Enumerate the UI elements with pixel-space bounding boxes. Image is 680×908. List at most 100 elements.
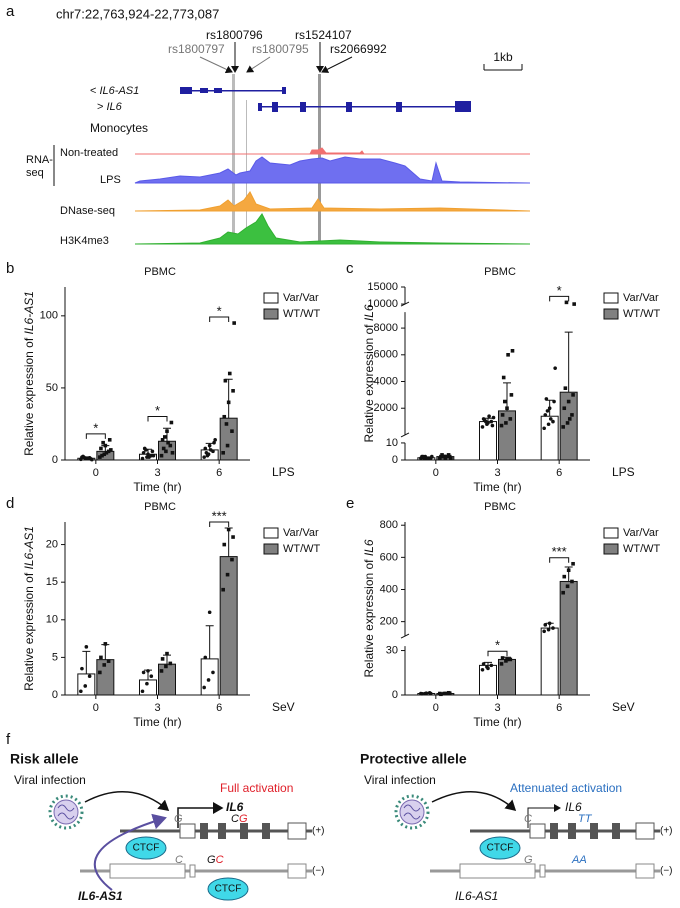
error-bar — [503, 382, 511, 411]
factor: CTCF — [487, 843, 514, 854]
error-bar — [224, 378, 233, 419]
data-point — [151, 453, 156, 458]
stimulus-label: LPS — [612, 465, 635, 479]
y-label-part: Relative expression of — [362, 321, 376, 442]
data-point — [508, 657, 513, 662]
y-label-part: IL6 — [362, 304, 376, 321]
data-point — [206, 678, 211, 682]
data-point — [545, 409, 550, 413]
data-point — [546, 627, 551, 632]
panel-label: a — [6, 3, 15, 20]
data-point — [509, 393, 514, 397]
virus-icon — [394, 794, 430, 830]
data-point — [84, 645, 89, 649]
legend-swatch — [603, 292, 619, 304]
data-point — [106, 659, 111, 663]
significance-label: * — [93, 420, 98, 435]
gene-label: > IL6 — [97, 101, 123, 113]
y-tick-label: 100 — [40, 310, 58, 322]
panel-label: c — [346, 260, 354, 277]
data-point — [544, 397, 549, 401]
legend-swatch — [263, 308, 279, 320]
significance-bracket — [209, 316, 230, 323]
data-point — [85, 456, 90, 461]
data-point — [489, 663, 494, 668]
significance-bracket — [549, 557, 570, 563]
data-point — [503, 399, 507, 404]
data-point — [202, 685, 206, 690]
stimulus-label: SeV — [272, 700, 295, 714]
factor: CTCF — [215, 884, 242, 895]
data-point — [208, 448, 213, 452]
chart-title: PBMC — [144, 501, 176, 513]
data-point — [83, 684, 88, 688]
chart-title: PBMC — [484, 501, 516, 513]
x-tick-label: 3 — [154, 467, 160, 479]
y-axis-label: Relative expression of IL6 — [362, 304, 376, 442]
data-point — [420, 692, 424, 696]
data-point — [566, 568, 571, 573]
y-tick-label: 6000 — [374, 349, 398, 361]
data-point — [79, 689, 83, 694]
data-point — [490, 423, 495, 428]
data-point — [164, 449, 168, 454]
data-point — [551, 626, 555, 630]
data-point — [428, 691, 433, 696]
data-point — [141, 450, 146, 455]
y-tick-label: 5 — [52, 651, 58, 663]
data-point — [166, 440, 170, 445]
stimulus: Viral infection — [364, 773, 436, 787]
assay-group: seq — [26, 167, 44, 179]
y-tick-label: 20 — [46, 538, 58, 550]
data-point — [230, 557, 234, 562]
bar — [540, 627, 559, 696]
y-tick-label: 0 — [52, 689, 58, 701]
strand: (−) — [660, 866, 673, 877]
y-axis-label: Relative expression of IL6 — [362, 539, 376, 677]
data-point — [144, 448, 148, 452]
panel-a: a chr7:22,763,924-22,773,087 rs1800797 r… — [6, 3, 531, 247]
y-tick-label: 400 — [380, 583, 398, 595]
data-point — [146, 452, 150, 457]
data-point — [572, 302, 576, 306]
data-point — [481, 662, 486, 666]
strand: (+) — [660, 826, 673, 837]
data-point — [205, 453, 210, 458]
data-point — [170, 450, 175, 455]
legend-swatch — [263, 292, 279, 304]
region: chr7:22,763,924-22,773,087 — [56, 6, 219, 21]
y-axis-label: Relative expression of IL6-AS1 — [22, 526, 36, 691]
data-point — [505, 406, 509, 411]
legend-label: WT/WT — [283, 308, 321, 320]
strand: > — [97, 101, 103, 113]
x-axis-label: Time (hr) — [473, 480, 521, 494]
data-point — [98, 670, 102, 675]
data-point — [98, 455, 102, 459]
data-point — [226, 527, 231, 532]
data-point — [207, 610, 212, 615]
allele: C — [231, 813, 239, 825]
data-point — [165, 651, 169, 656]
x-tick-label: 0 — [93, 467, 99, 479]
data-point — [141, 670, 146, 675]
y-tick-label: 30 — [386, 644, 398, 656]
data-point — [168, 661, 173, 666]
x-tick-label: 3 — [494, 702, 500, 714]
data-point — [499, 423, 504, 428]
significance-label: * — [495, 638, 500, 653]
significance-label: * — [155, 403, 160, 418]
gene-name: IL6-AS1 — [100, 85, 140, 97]
data-point — [202, 455, 206, 459]
data-point — [161, 446, 166, 451]
sense-strand — [120, 822, 312, 840]
track-label: DNase-seq — [60, 205, 115, 217]
significance-bracket — [147, 416, 168, 422]
data-point — [102, 663, 107, 667]
data-point — [566, 399, 571, 404]
track-label: LPS — [100, 174, 121, 186]
panel-label: f — [6, 731, 11, 748]
snp-label: rs1524107 — [295, 28, 352, 42]
